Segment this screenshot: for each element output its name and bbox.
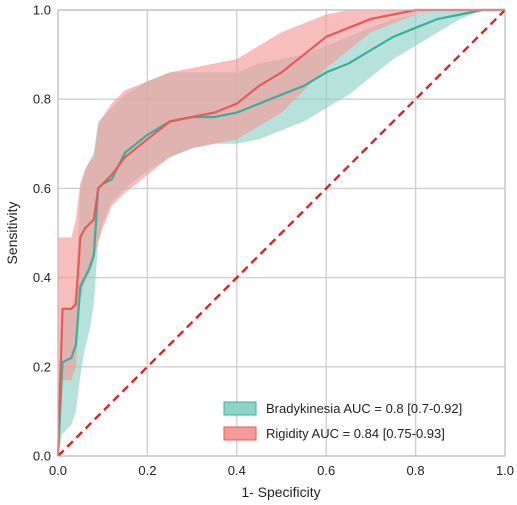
- roc-curves: [56, 8, 505, 457]
- y-tick-label: 0.0: [33, 449, 51, 464]
- x-axis-label: 1- Specificity: [241, 484, 320, 500]
- y-tick-labels: 0.0 0.2 0.4 0.6 0.8 1.0: [33, 3, 51, 464]
- legend-swatch-rigidity: [223, 426, 257, 441]
- x-tick-label: 0.2: [138, 463, 156, 478]
- x-tick-label: 0.6: [317, 463, 335, 478]
- reference-line: [57, 9, 506, 457]
- chance-diagonal-line: [57, 9, 506, 457]
- y-tick-label: 0.6: [33, 181, 51, 196]
- x-tick-label: 0.0: [49, 463, 67, 478]
- x-tick-labels: 0.0 0.2 0.4 0.6 0.8 1.0: [49, 463, 514, 478]
- x-tick-label: 0.8: [407, 463, 425, 478]
- legend-label-rigidity: Rigidity AUC = 0.84 [0.75-0.93]: [266, 426, 445, 441]
- x-tick-label: 0.4: [228, 463, 246, 478]
- y-tick-label: 0.2: [33, 359, 51, 374]
- legend-label-bradykinesia: Bradykinesia AUC = 0.8 [0.7-0.92]: [266, 401, 462, 416]
- legend: Bradykinesia AUC = 0.8 [0.7-0.92] Rigidi…: [223, 401, 462, 441]
- y-tick-label: 1.0: [33, 3, 51, 18]
- y-axis-label: Sensitivity: [4, 201, 20, 264]
- plot-frame: [57, 9, 506, 457]
- x-tick-label: 1.0: [496, 463, 514, 478]
- legend-swatch-bradykinesia: [223, 401, 257, 416]
- y-tick-label: 0.4: [33, 270, 51, 285]
- roc-line-rigidity: [56, 8, 505, 457]
- y-tick-label: 0.8: [33, 92, 51, 107]
